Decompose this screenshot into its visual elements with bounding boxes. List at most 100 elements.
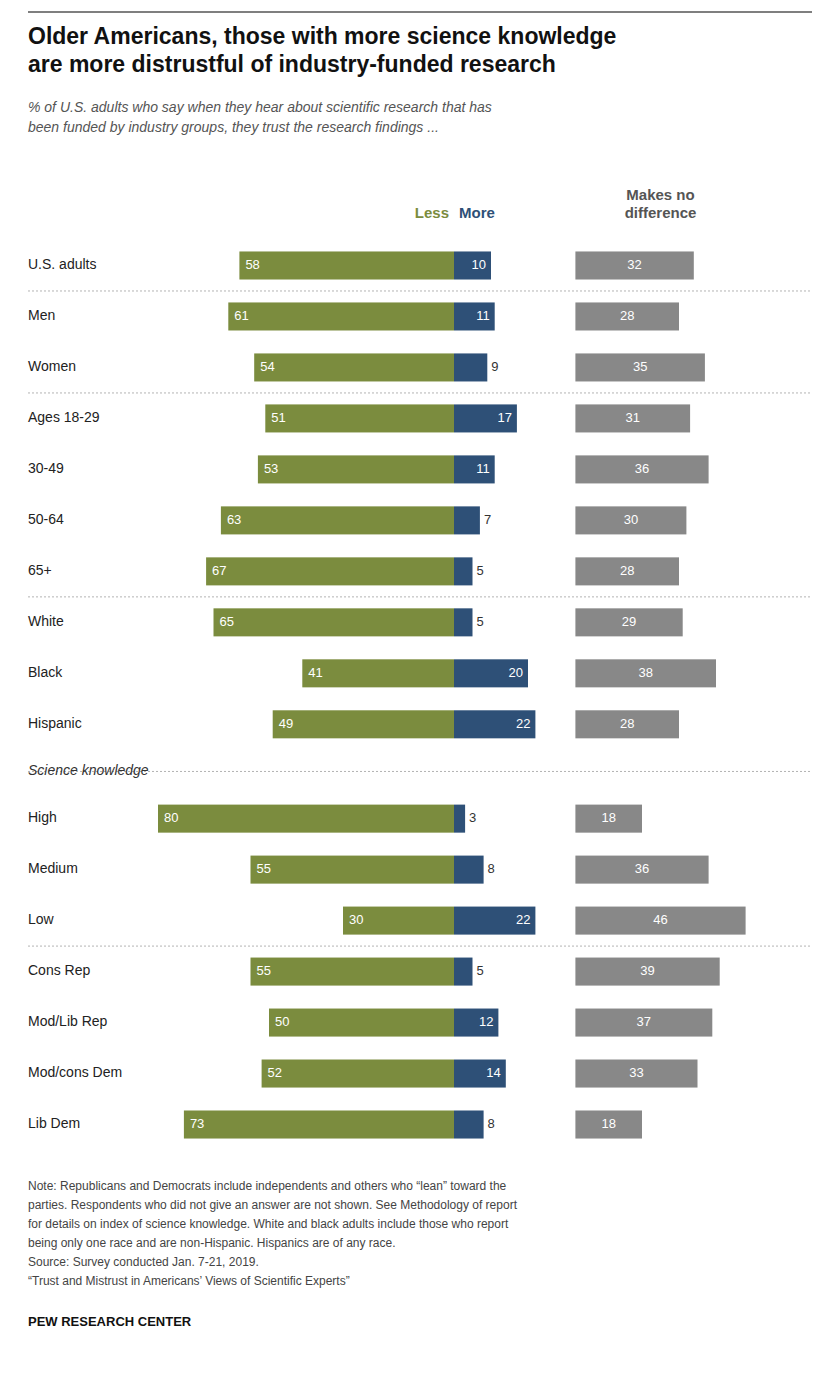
data-label: 65 <box>220 614 234 629</box>
category-label: Low <box>28 911 55 927</box>
bar <box>575 608 682 636</box>
data-label: 55 <box>257 963 271 978</box>
bar <box>575 404 690 432</box>
group-separator <box>28 946 812 947</box>
data-label: 54 <box>260 359 274 374</box>
bar <box>214 608 455 636</box>
data-label: 5 <box>477 563 484 578</box>
bar <box>454 1110 484 1138</box>
data-label: 67 <box>212 563 226 578</box>
bar <box>265 404 454 432</box>
category-label: Cons Rep <box>28 962 90 978</box>
data-label: 46 <box>653 912 667 927</box>
data-label: 11 <box>476 461 490 476</box>
annotation: Science knowledge <box>28 762 149 778</box>
bar <box>454 1060 506 1088</box>
category-label: White <box>28 613 64 629</box>
category-label: 65+ <box>28 562 52 578</box>
category-label: Women <box>28 358 76 374</box>
data-label: 12 <box>479 1014 493 1029</box>
bar <box>343 907 454 935</box>
series <box>158 251 454 1138</box>
series <box>575 251 745 1138</box>
category-label: Black <box>28 664 63 680</box>
data-label: 30 <box>624 512 638 527</box>
category-labels: U.S. adultsMenWomenAges 18-2930-4950-646… <box>28 256 122 1131</box>
data-label: 10 <box>472 257 486 272</box>
chart: Older Americans, those with more science… <box>0 0 840 1391</box>
bar <box>454 805 465 833</box>
bar <box>184 1110 454 1138</box>
bar <box>575 557 679 585</box>
bar <box>251 958 455 986</box>
bar <box>575 710 679 738</box>
data-label: 5 <box>477 963 484 978</box>
data-label: 22 <box>516 912 530 927</box>
data-label: 14 <box>486 1065 500 1080</box>
legend-entry: Less <box>415 204 449 221</box>
data-label: 20 <box>509 665 523 680</box>
category-label: Men <box>28 307 55 323</box>
bar <box>575 506 686 534</box>
bar <box>454 353 487 381</box>
bar <box>575 856 708 884</box>
data-label: 18 <box>601 810 615 825</box>
bar <box>254 353 454 381</box>
bar <box>454 557 473 585</box>
data-label: 8 <box>488 861 495 876</box>
legend-entry: Makes nodifference <box>625 186 697 221</box>
data-label: 63 <box>227 512 241 527</box>
data-label: 51 <box>271 410 285 425</box>
data-label: 28 <box>620 308 634 323</box>
data-labels: 5861545153636765414980553055505273101191… <box>164 257 668 1131</box>
category-label: Ages 18-29 <box>28 409 100 425</box>
bar <box>269 1009 454 1037</box>
bar <box>302 659 454 687</box>
bar <box>454 907 535 935</box>
data-label: 28 <box>620 563 634 578</box>
bar <box>575 251 693 279</box>
data-label: 80 <box>164 810 178 825</box>
bar <box>454 404 517 432</box>
data-label: 35 <box>633 359 647 374</box>
bar <box>454 302 495 330</box>
data-label: 61 <box>234 308 248 323</box>
bar <box>454 1009 498 1037</box>
category-label: Mod/cons Dem <box>28 1064 122 1080</box>
category-label: Hispanic <box>28 715 82 731</box>
bar <box>221 506 454 534</box>
subtitle: % of U.S. adults who say when they hear … <box>28 99 492 135</box>
data-label: 31 <box>626 410 640 425</box>
data-label: 29 <box>622 614 636 629</box>
category-label: Medium <box>28 860 78 876</box>
bar <box>258 455 454 483</box>
bar <box>239 251 454 279</box>
bar <box>454 506 480 534</box>
group-separator <box>28 290 812 291</box>
data-label: 50 <box>275 1014 289 1029</box>
data-label: 32 <box>627 257 641 272</box>
category-label: U.S. adults <box>28 256 96 272</box>
bar <box>575 659 716 687</box>
data-label: 22 <box>516 716 530 731</box>
category-label: 30-49 <box>28 460 64 476</box>
bar <box>454 710 535 738</box>
bar <box>454 455 495 483</box>
data-label: 73 <box>190 1116 204 1131</box>
legend-entry: More <box>459 204 495 221</box>
bar <box>454 856 484 884</box>
top-rule <box>28 11 812 13</box>
data-label: 55 <box>257 861 271 876</box>
bar <box>575 805 642 833</box>
bar <box>454 659 528 687</box>
source: PEW RESEARCH CENTER <box>28 1314 192 1329</box>
bar <box>454 958 473 986</box>
data-label: 28 <box>620 716 634 731</box>
category-label: High <box>28 809 57 825</box>
title: Older Americans, those with more science… <box>28 23 616 77</box>
bar <box>575 1060 697 1088</box>
data-label: 36 <box>635 461 649 476</box>
data-label: 18 <box>601 1116 615 1131</box>
bar <box>158 805 454 833</box>
bar <box>454 608 473 636</box>
